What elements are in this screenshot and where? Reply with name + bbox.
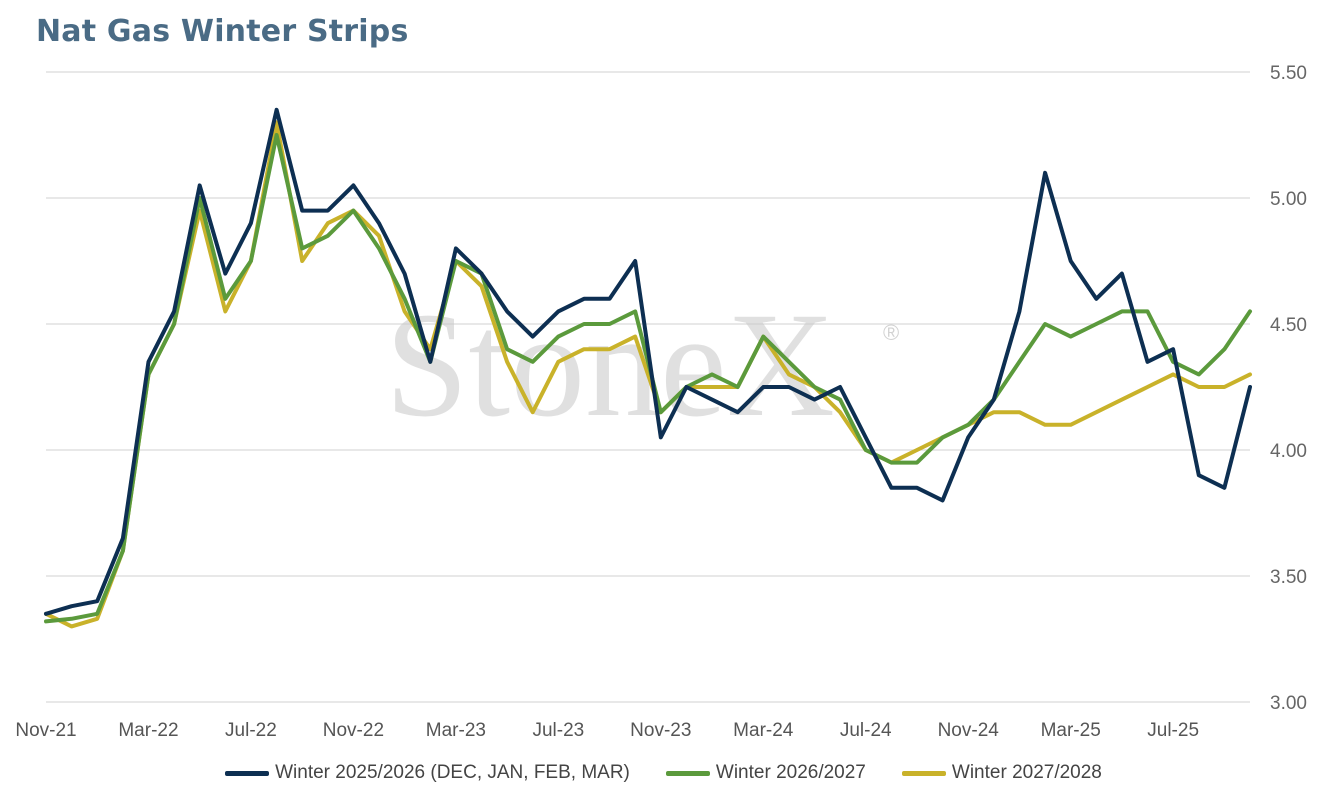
y-tick-label: 5.50 [1270, 63, 1307, 84]
line-chart: StoneX ® 3.00 3.50 4.00 4.50 5.00 5.50 Nov-21… [15, 63, 1307, 741]
x-tick-label: Mar-22 [118, 720, 178, 741]
series-line-0 [44, 107, 1252, 616]
x-tick-label: Jul-23 [532, 720, 584, 741]
y-axis-ticks: 3.00 3.50 4.00 4.50 5.00 5.50 [1270, 63, 1307, 714]
y-tick-label: 3.50 [1270, 567, 1307, 588]
chart-title: Nat Gas Winter Strips [36, 14, 409, 49]
legend: Winter 2025/2026 (DEC, JAN, FEB, MAR) Win… [0, 762, 1327, 784]
legend-label: Winter 2027/2028 [951, 762, 1102, 783]
svg-text:®: ® [883, 320, 899, 345]
legend-item: Winter 2027/2028 [901, 762, 1102, 784]
legend-label: Winter 2026/2027 [715, 762, 866, 783]
legend-label: Winter 2025/2026 (DEC, JAN, FEB, MAR) [275, 762, 630, 783]
x-tick-label: Jul-22 [225, 720, 277, 741]
x-tick-label: Mar-23 [426, 720, 486, 741]
series-lines [44, 107, 1252, 629]
gridlines [46, 71, 1250, 703]
x-tick-label: Jul-24 [840, 720, 892, 741]
x-tick-label: Nov-21 [15, 720, 76, 741]
x-tick-label: Nov-23 [630, 720, 691, 741]
x-tick-label: Mar-24 [733, 720, 794, 741]
y-tick-label: 4.50 [1270, 315, 1307, 336]
x-tick-label: Jul-25 [1147, 720, 1199, 741]
x-tick-label: Nov-24 [938, 720, 1000, 741]
x-tick-label: Mar-25 [1041, 720, 1101, 741]
legend-swatch [225, 770, 270, 776]
svg-text:StoneX: StoneX [385, 282, 835, 448]
y-tick-label: 5.00 [1270, 189, 1307, 210]
x-tick-label: Nov-22 [323, 720, 384, 741]
legend-swatch [665, 770, 710, 776]
stonex-watermark: StoneX ® [385, 282, 899, 448]
legend-swatch [901, 770, 946, 776]
y-tick-label: 3.00 [1270, 693, 1307, 714]
legend-item: Winter 2025/2026 (DEC, JAN, FEB, MAR) [225, 762, 630, 784]
x-axis-ticks: Nov-21 Mar-22 Jul-22 Nov-22 Mar-23 Jul-23 Nov-… [15, 720, 1199, 741]
y-tick-label: 4.00 [1270, 441, 1307, 462]
legend-item: Winter 2026/2027 [665, 762, 866, 784]
